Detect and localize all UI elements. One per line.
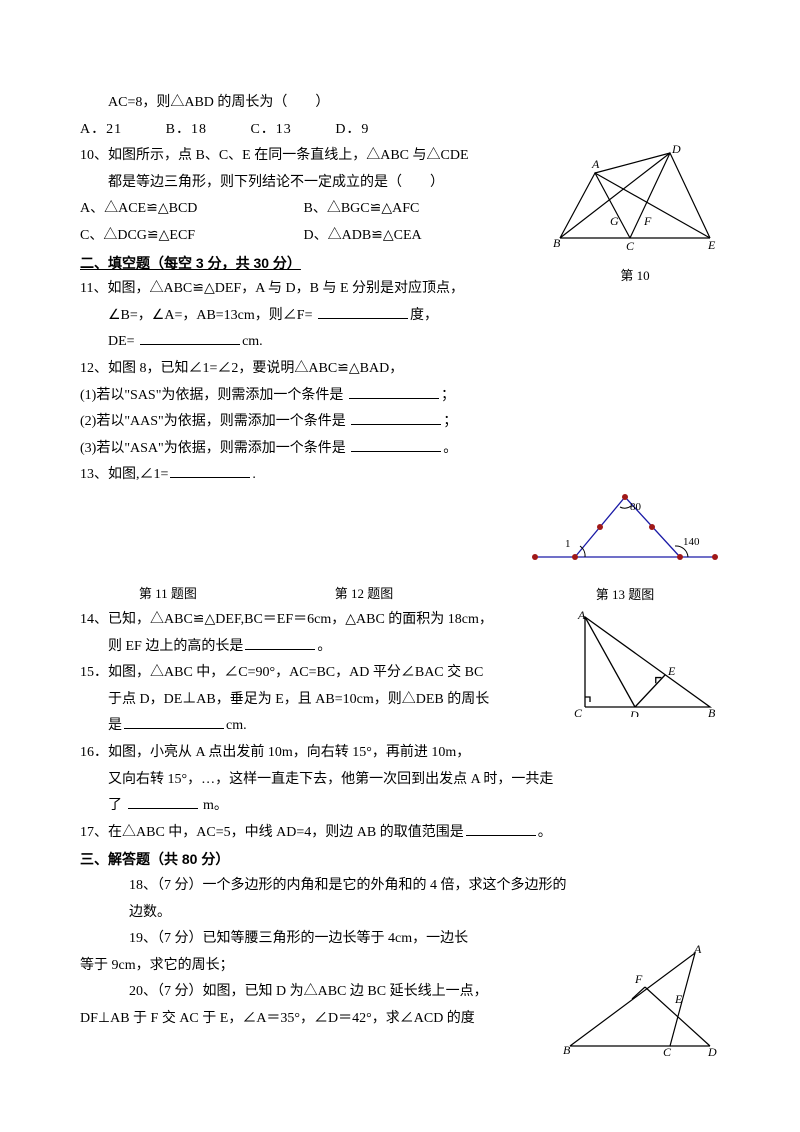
section-2-title: 二、填空题（每空 3 分，共 30 分）: [80, 250, 720, 277]
q11-line3: DE= cm.: [80, 329, 720, 356]
q16-line1: 16．如图，小亮从 A 点出发前 10m，向右转 15°，再前进 10m，: [80, 740, 720, 767]
q20-line1: 20、（7 分）如图，已知 D 为△ABC 边 BC 延长线上一点，: [80, 979, 720, 1006]
q16-line2: 又向右转 15°，…，这样一直走下去，他第一次回到出发点 A 时，一共走: [80, 767, 720, 794]
q12-line1: 12、如图 8，已知∠1=∠2，要说明△ABC≌△BAD，: [80, 356, 720, 383]
q10-line1: 10、如图所示，点 B、C、E 在同一条直线上，△ABC 与△CDE: [80, 143, 720, 170]
q10-row2: C、△DCG≌△ECF D、△ADB≌△CEA: [80, 223, 720, 250]
q12-c1: (1)若以"SAS"为依据，则需添加一个条件是 ；: [80, 383, 720, 410]
q13-figure: 1 80 140: [530, 482, 720, 572]
q12-cap: 第 12 题图: [335, 582, 394, 607]
q17: 17、在△ABC 中，AC=5，中线 AD=4，则边 AB 的取值范围是。: [80, 820, 720, 847]
q19-line2: 等于 9cm，求它的周长；: [80, 953, 720, 980]
q15-line1: 15．如图，△ABC 中，∠C=90°，AC=BC，AD 平分∠BAC 交 BC: [80, 660, 720, 687]
q14-line2: 则 EF 边上的高的长是。: [80, 634, 720, 661]
q11-line2: ∠B=，∠A=，AB=13cm，则∠F= 度，: [80, 303, 720, 330]
q10-line2: 都是等边三角形，则下列结论不一定成立的是（ ）: [80, 170, 720, 197]
q11-line1: 11、如图，△ABC≌△DEF，A 与 D，B 与 E 分别是对应顶点，: [80, 276, 720, 303]
svg-text:D: D: [707, 1045, 717, 1056]
q9-opt-d: D．9: [335, 122, 369, 137]
section-3-title: 三、解答题（共 80 分）: [80, 846, 720, 873]
q19-line1: 19、（7 分）已知等腰三角形的一边长等于 4cm，一边长: [80, 926, 720, 953]
q14-line1: 14、已知，△ABC≌△DEF,BC＝EF＝6cm，△ABC 的面积为 18cm…: [80, 607, 720, 634]
q9-options: A．21 B．18 C．13 D．9: [80, 117, 720, 144]
q12-c3: (3)若以"ASA"为依据，则需添加一个条件是 。: [80, 436, 720, 463]
q11-cap: 第 11 题图: [139, 582, 197, 607]
svg-text:80: 80: [630, 501, 642, 513]
q10-row1: A、△ACE≌△BCD B、△BGC≌△AFC: [80, 196, 720, 223]
svg-text:B: B: [563, 1043, 571, 1056]
svg-text:C: C: [663, 1045, 672, 1056]
q20-line2: DF⊥AB 于 F 交 AC 于 E，∠A＝35°，∠D＝42°，求∠ACD 的…: [80, 1006, 720, 1033]
svg-text:1: 1: [565, 538, 571, 550]
q9-opt-c: C．13: [250, 122, 291, 137]
q18-line2: 边数。: [80, 900, 720, 927]
q12-c2: (2)若以"AAS"为依据，则需添加一个条件是 ；: [80, 409, 720, 436]
q18-line1: 18、（7 分）一个多边形的内角和是它的外角和的 4 倍，求这个多边形的: [80, 873, 720, 900]
svg-text:140: 140: [683, 536, 700, 548]
q16-line3: 了 m。: [80, 793, 720, 820]
q15-line2: 于点 D，DE⊥AB，垂足为 E，且 AB=10cm，则△DEB 的周长: [80, 687, 720, 714]
q13-fig-caption: 第 13 题图: [530, 583, 720, 608]
q9-opt-b: B．18: [166, 122, 207, 137]
q9-opt-a: A．21: [80, 122, 122, 137]
q9-tail: AC=8，则△ABD 的周长为（ ）: [80, 90, 720, 117]
q15-line3: 是cm.: [80, 713, 720, 740]
